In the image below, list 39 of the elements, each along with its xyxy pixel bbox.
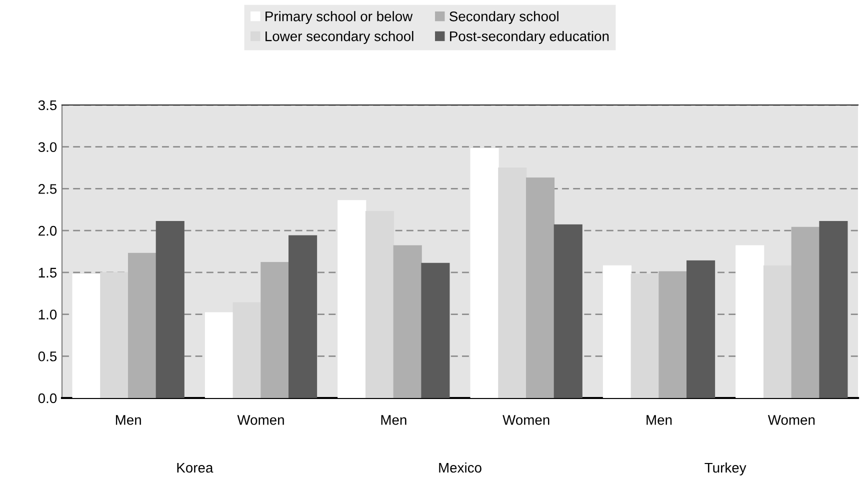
bar xyxy=(554,224,582,398)
y-tick-label: 2.0 xyxy=(38,226,57,236)
legend-label: Lower secondary school xyxy=(266,31,414,44)
x-tick-label: Women xyxy=(502,415,550,425)
text: Mexico xyxy=(439,462,482,473)
bar xyxy=(156,221,184,398)
x-tick-label: Women xyxy=(768,415,815,425)
y-tick-label: 3.5 xyxy=(38,100,57,110)
y-tick-label: 3.0 xyxy=(38,142,57,152)
bar xyxy=(393,245,422,398)
y-tick-label: 0.5 xyxy=(38,351,57,362)
y-tick-label: 0.0 xyxy=(38,393,57,404)
legend-label: Post-secondary education xyxy=(450,31,609,44)
x-tick-label: Women xyxy=(237,415,284,425)
y-tick-label: 1.0 xyxy=(38,310,57,320)
bar xyxy=(288,235,318,398)
bar xyxy=(421,262,450,398)
bar xyxy=(526,177,555,398)
bar xyxy=(736,245,764,398)
y-tick-label: 1.5 xyxy=(38,268,57,278)
bar xyxy=(470,148,499,398)
text: Turkey xyxy=(704,462,746,476)
legend-label: Secondary school xyxy=(450,11,558,24)
bar xyxy=(602,265,632,398)
bar xyxy=(128,252,157,398)
bar xyxy=(338,200,366,398)
x-tick-label: Men xyxy=(381,415,406,425)
bar xyxy=(658,271,688,398)
bar xyxy=(791,226,820,398)
legend-label: Primary school or below xyxy=(266,11,413,24)
y-tick-label: 2.5 xyxy=(38,184,57,194)
bar xyxy=(686,260,716,398)
x-tick-label: Men xyxy=(116,415,141,425)
text: Korea xyxy=(177,462,214,473)
x-tick-label: Men xyxy=(646,415,672,425)
bar xyxy=(72,274,101,398)
bar xyxy=(260,262,290,398)
bar xyxy=(819,221,848,398)
bar xyxy=(204,312,234,398)
